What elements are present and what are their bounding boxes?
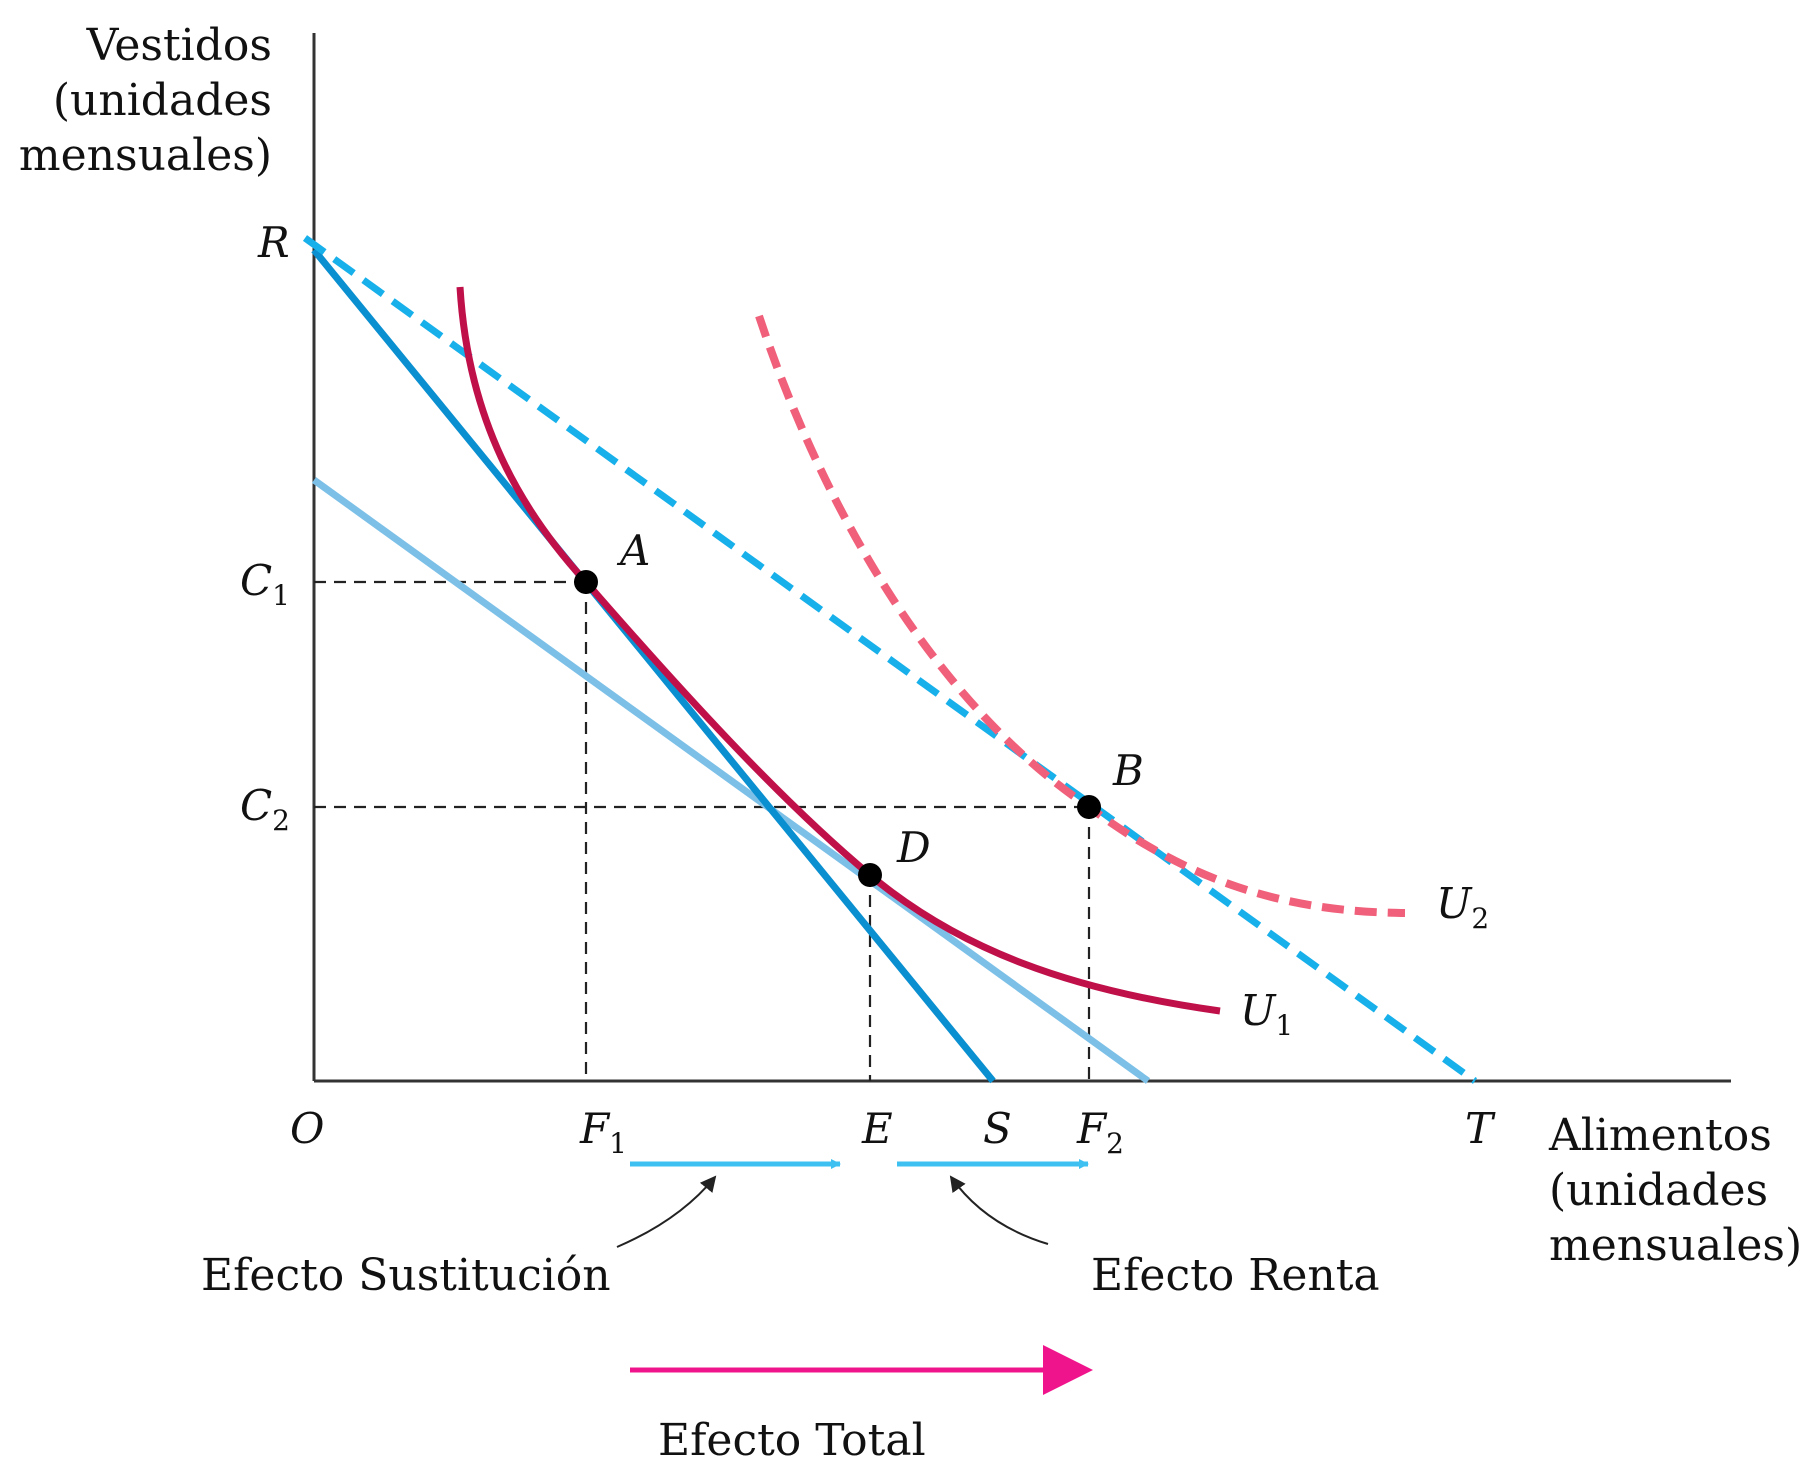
budget-line-RT <box>302 235 1478 1084</box>
label-U1: U1 <box>1240 986 1293 1042</box>
y-axis-title-line: (unidades <box>53 75 272 126</box>
point-B <box>1077 795 1101 819</box>
x-axis-title-line: mensuales) <box>1549 1220 1802 1271</box>
income-effect-label: Efecto Renta <box>1091 1250 1380 1301</box>
x-axis-title-line: (unidades <box>1549 1165 1768 1216</box>
x-axis-title-line: Alimentos <box>1548 1110 1772 1161</box>
income-pointer-arrow <box>949 1175 1049 1245</box>
y-axis-title-line: Vestidos <box>86 20 272 71</box>
point-A <box>574 570 598 594</box>
label-F2: F2 <box>1076 1104 1124 1160</box>
label-T: T <box>1465 1104 1496 1153</box>
label-D: D <box>896 823 931 872</box>
label-F1: F1 <box>579 1104 627 1160</box>
y-axis-title: Vestidos (unidades mensuales) <box>19 20 272 181</box>
substitution-pointer-arrow <box>616 1175 717 1248</box>
total-effect-label: Efecto Total <box>658 1415 926 1466</box>
x-axis-title: Alimentos (unidades mensuales) <box>1548 1110 1802 1271</box>
point-D <box>858 863 882 887</box>
budget-line-RS <box>311 247 996 1084</box>
label-O: O <box>290 1104 324 1153</box>
label-E: E <box>861 1104 893 1153</box>
label-C1: C1 <box>240 556 290 612</box>
substitution-effect-label: Efecto Sustitución <box>201 1250 611 1301</box>
y-axis-title-line: mensuales) <box>19 130 272 181</box>
indifference-curve-U1 <box>456 286 1221 1015</box>
label-B: B <box>1112 746 1144 795</box>
budget-line-parallel <box>311 477 1151 1084</box>
label-C2: C2 <box>240 781 290 837</box>
label-R: R <box>257 218 290 267</box>
label-U2: U2 <box>1436 879 1489 935</box>
label-A: A <box>616 526 650 575</box>
label-S: S <box>983 1104 1012 1153</box>
indifference-curve-U2 <box>755 314 1406 917</box>
